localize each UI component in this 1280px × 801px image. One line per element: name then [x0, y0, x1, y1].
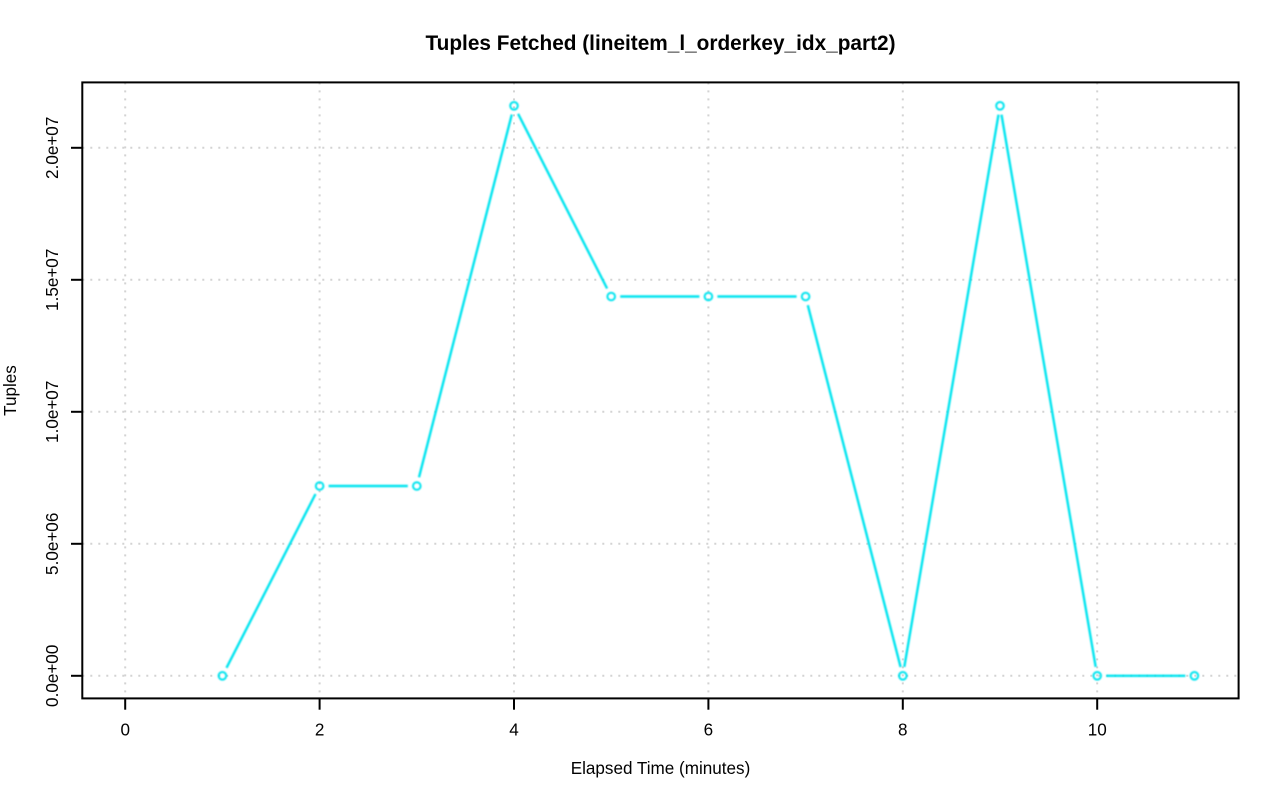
svg-text:0: 0 — [120, 721, 130, 740]
svg-text:1.0e+07: 1.0e+07 — [43, 381, 62, 443]
svg-text:Tuples Fetched (lineitem_l_ord: Tuples Fetched (lineitem_l_orderkey_idx_… — [425, 32, 895, 55]
svg-text:1.5e+07: 1.5e+07 — [43, 249, 62, 311]
svg-text:6: 6 — [704, 721, 714, 740]
svg-text:2.0e+07: 2.0e+07 — [43, 117, 62, 179]
svg-text:Elapsed Time (minutes): Elapsed Time (minutes) — [571, 759, 751, 778]
svg-text:2: 2 — [315, 721, 325, 740]
svg-text:5.0e+06: 5.0e+06 — [43, 513, 62, 575]
svg-text:4: 4 — [509, 721, 519, 740]
svg-text:8: 8 — [898, 721, 908, 740]
svg-text:10: 10 — [1088, 721, 1107, 740]
svg-text:0.0e+00: 0.0e+00 — [43, 645, 62, 707]
svg-text:Tuples: Tuples — [1, 365, 20, 416]
